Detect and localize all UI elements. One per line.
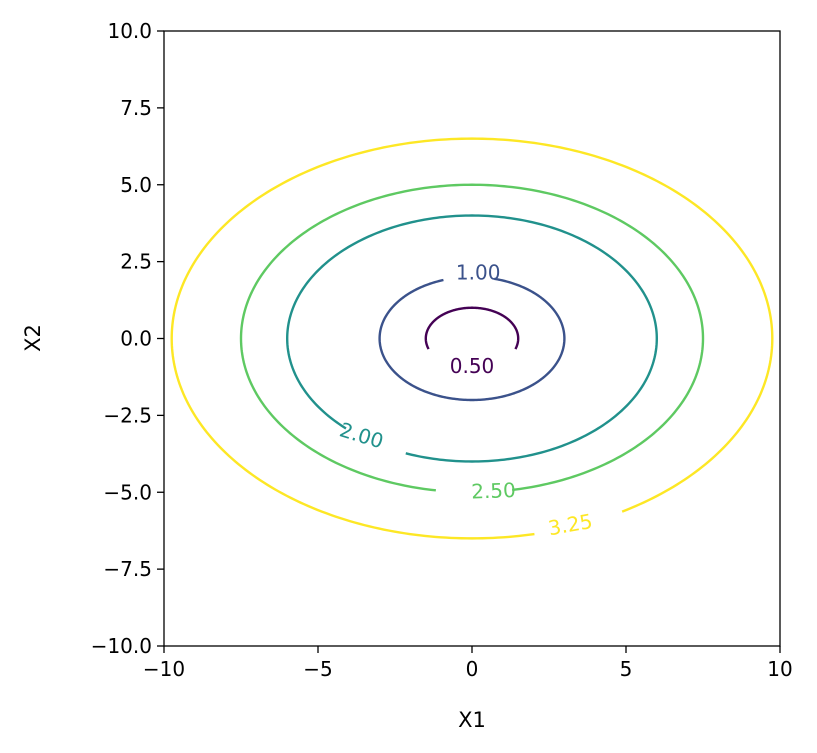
y-tick-label: 2.5	[120, 250, 152, 274]
y-tick-label: −2.5	[103, 403, 152, 427]
x-tick-label: 5	[620, 657, 633, 681]
contour-line	[239, 183, 705, 492]
y-tick-label: −5.0	[103, 480, 152, 504]
contour-line	[285, 214, 659, 463]
y-axis-ticks: −10.0 −7.5 −5.0 −2.5 0.0 2.5 5.0 7.5 10.0	[91, 19, 164, 658]
x-tick-label: −5	[303, 657, 332, 681]
plot-frame	[163, 30, 781, 647]
contour-labels: 0.50 1.00 2.00 2.50 3.25	[337, 260, 595, 540]
contour-label: 2.00	[337, 417, 387, 453]
y-tick-label: −10.0	[91, 634, 152, 658]
contour-label: 3.25	[546, 509, 594, 540]
x-axis-ticks: −10 −5 0 5 10	[143, 646, 793, 681]
contour-line	[378, 277, 566, 402]
contour-lines	[170, 137, 774, 540]
x-tick-label: −10	[143, 657, 185, 681]
contour-label: 1.00	[456, 260, 501, 284]
y-tick-label: −7.5	[103, 557, 152, 581]
contour-line	[424, 306, 520, 350]
x-tick-label: 10	[767, 657, 792, 681]
contour-label: 0.50	[450, 354, 495, 378]
y-tick-label: 5.0	[120, 173, 152, 197]
y-axis-label: X2	[21, 324, 45, 352]
x-tick-label: 0	[466, 657, 479, 681]
contour-label: 2.50	[471, 478, 516, 504]
contour-line	[170, 137, 774, 540]
x-axis-label: X1	[458, 708, 486, 732]
y-tick-label: 0.0	[120, 327, 152, 351]
y-tick-label: 7.5	[120, 96, 152, 120]
y-tick-label: 10.0	[107, 19, 152, 43]
